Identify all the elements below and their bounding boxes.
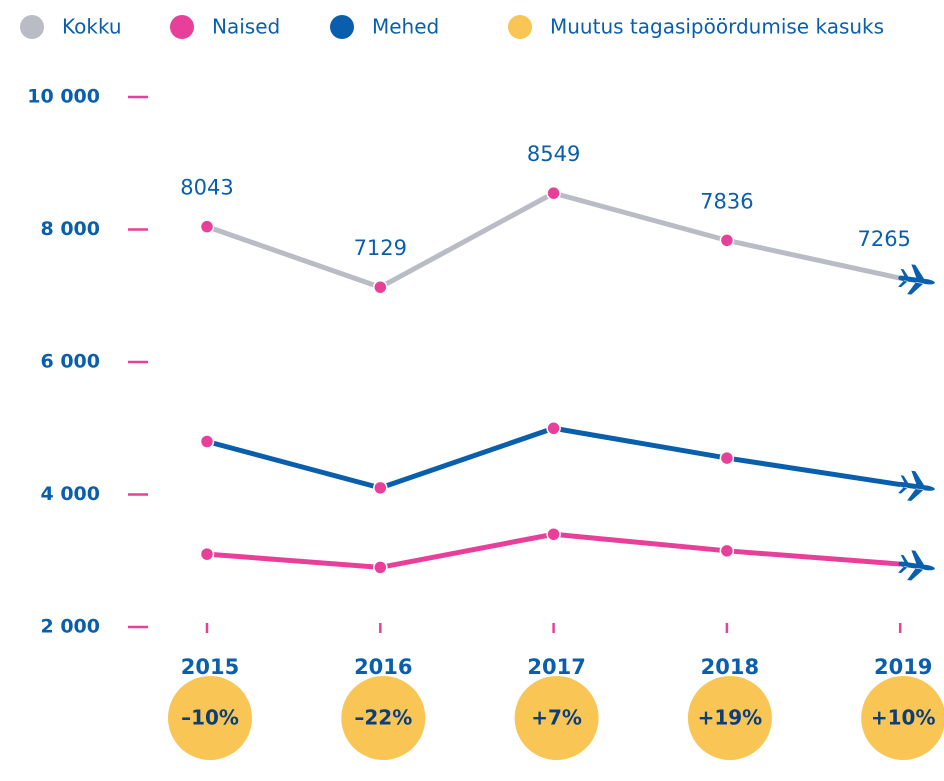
data-point (546, 527, 561, 542)
data-point (546, 185, 561, 201)
legend-label: Mehed (372, 15, 439, 39)
change-label: –10% (181, 706, 239, 730)
data-point (199, 219, 215, 234)
legend-swatch (508, 15, 532, 39)
data-point (719, 543, 735, 559)
data-point (546, 421, 561, 436)
plane-shape (898, 264, 936, 295)
data-point (719, 233, 735, 248)
y-tick-label: 6 000 (41, 351, 101, 373)
change-label: +10% (871, 706, 936, 730)
data-label: 8043 (180, 176, 233, 200)
plane-icon (898, 470, 936, 501)
change-label: –22% (354, 706, 412, 730)
change-badge (687, 676, 772, 760)
data-point (199, 546, 215, 562)
data-label: 7265 (857, 227, 910, 251)
y-tick-label: 4 000 (41, 483, 101, 505)
data-label: 8549 (527, 142, 580, 166)
x-tick-label: 2015 (181, 655, 239, 679)
series-line (206, 190, 901, 290)
data-label: 7129 (354, 236, 407, 260)
plane-icon (898, 550, 936, 581)
data-point (373, 560, 388, 575)
series-line (206, 425, 901, 491)
x-tick-label: 2016 (354, 655, 412, 679)
plane-shape (898, 550, 936, 581)
legend-label: Muutus tagasipöördumise kasuks (550, 15, 884, 39)
plane-shape (898, 470, 936, 501)
data-point (373, 480, 388, 496)
legend-swatch (330, 15, 354, 39)
data-point (199, 434, 215, 449)
x-tick-label: 2019 (874, 655, 932, 679)
y-tick-label: 2 000 (41, 616, 101, 638)
x-tick-label: 2018 (701, 655, 759, 679)
legend-label: Naised (212, 15, 280, 39)
change-label: +7% (531, 706, 582, 730)
legend-swatch (20, 15, 44, 39)
plane-icon (898, 264, 936, 295)
y-tick-label: 10 000 (27, 86, 100, 108)
change-badge (861, 676, 944, 760)
change-badge (341, 676, 426, 760)
change-label: +19% (698, 706, 763, 730)
data-point (373, 279, 388, 295)
legend-label: Kokku (62, 15, 122, 39)
legend-swatch (170, 15, 194, 39)
change-badge (514, 676, 599, 760)
data-label: 7836 (700, 189, 753, 213)
data-point (719, 450, 735, 466)
change-badge (168, 676, 252, 760)
y-tick-label: 8 000 (41, 218, 101, 240)
x-tick-label: 2017 (527, 655, 585, 679)
